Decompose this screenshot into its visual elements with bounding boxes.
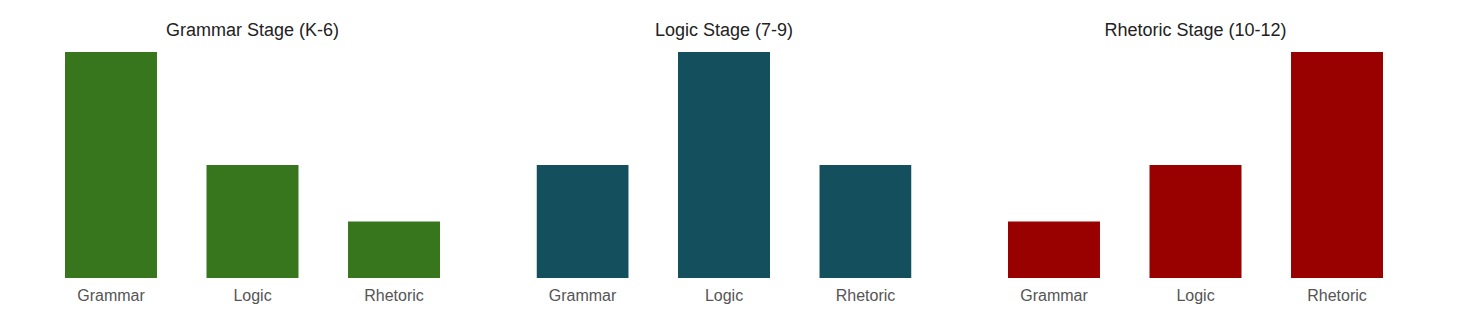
bars (1008, 52, 1383, 278)
x-tick-label: Logic (233, 287, 271, 304)
bar (65, 52, 157, 278)
x-tick-label: Logic (1176, 287, 1214, 304)
chart-panel: Logic Stage (7-9) Grammar Logic Rhetoric (537, 20, 912, 304)
chart-canvas: Grammar Stage (K-6)GrammarLogicRhetoricL… (0, 0, 1465, 326)
x-tick: Rhetoric (1307, 287, 1367, 304)
bar (207, 165, 299, 278)
x-tick-label: Grammar (77, 287, 145, 304)
bar (348, 222, 440, 279)
x-tick: Logic (233, 287, 271, 304)
bars (537, 52, 912, 278)
x-tick-label: Rhetoric (364, 287, 424, 304)
bars (65, 52, 440, 278)
x-tick: Logic (1176, 287, 1214, 304)
chart-title: Logic Stage (7-9) (655, 20, 793, 40)
chart-title: Rhetoric Stage (10-12) (1104, 20, 1286, 40)
x-tick-label: Rhetoric (836, 287, 896, 304)
bar (1291, 52, 1383, 278)
x-tick: Grammar (77, 287, 145, 304)
bar (1150, 165, 1242, 278)
bar (537, 165, 629, 278)
x-tick: Grammar (1020, 287, 1088, 304)
x-axis: Grammar Logic Rhetoric (77, 287, 424, 304)
x-axis: Grammar Logic Rhetoric (1020, 287, 1367, 304)
x-tick-label: Rhetoric (1307, 287, 1367, 304)
x-tick: Logic (705, 287, 743, 304)
chart-panel: Grammar Stage (K-6) Grammar Logic Rhetoric (65, 20, 440, 304)
x-tick-label: Logic (705, 287, 743, 304)
bar (678, 52, 770, 278)
bar (820, 165, 912, 278)
bar (1008, 222, 1100, 279)
chart-title: Grammar Stage (K-6) (166, 20, 339, 40)
x-axis: Grammar Logic Rhetoric (549, 287, 896, 304)
x-tick: Rhetoric (364, 287, 424, 304)
x-tick: Grammar (549, 287, 617, 304)
x-tick-label: Grammar (1020, 287, 1088, 304)
chart-panel: Rhetoric Stage (10-12) Grammar Logic Rhetor… (1008, 20, 1383, 304)
x-tick: Rhetoric (836, 287, 896, 304)
x-tick-label: Grammar (549, 287, 617, 304)
